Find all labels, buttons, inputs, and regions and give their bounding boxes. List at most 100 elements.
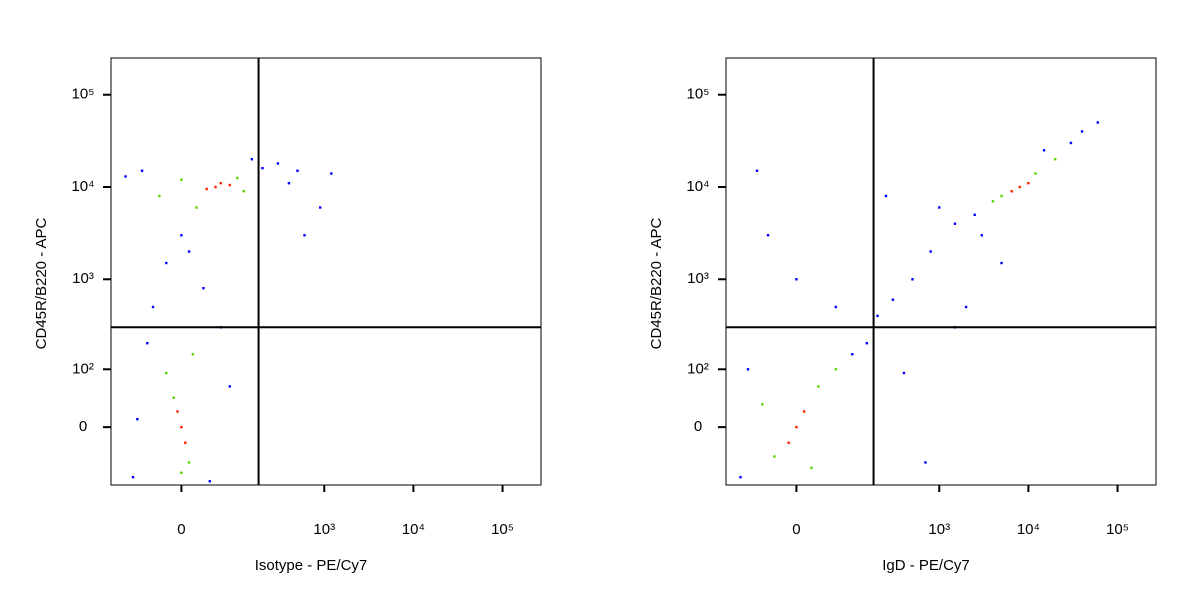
event-dot: [261, 166, 264, 170]
event-dot: [187, 250, 191, 253]
event-dot: [938, 206, 941, 209]
x-tick-label: 0: [177, 521, 185, 538]
y-tick-label: 10²: [687, 360, 709, 377]
event-dot: [924, 461, 927, 464]
event-dot: [953, 222, 957, 225]
event-dot: [1034, 172, 1037, 175]
event-dot: [865, 341, 869, 345]
event-dot: [146, 341, 149, 345]
event-dot: [991, 200, 995, 203]
y-tick-label: 10²: [72, 360, 94, 377]
event-dot: [180, 425, 183, 429]
event-dot: [165, 261, 168, 265]
y-axis-label: CD45R/B220 - APC: [648, 217, 665, 349]
x-tick-label: 10⁴: [402, 521, 425, 538]
event-dot: [884, 194, 888, 198]
event-dot: [228, 385, 231, 388]
event-dot: [236, 176, 239, 180]
event-dot: [214, 185, 217, 189]
event-dot: [1054, 158, 1057, 161]
event-dot: [287, 181, 291, 185]
event-dot: [1096, 121, 1099, 124]
event-dot: [187, 461, 191, 464]
event-dot: [202, 286, 205, 290]
event-dot: [739, 475, 742, 479]
event-dot: [795, 278, 798, 281]
event-dot: [761, 403, 764, 406]
event-dot: [929, 250, 932, 253]
event-dot: [1080, 130, 1084, 133]
event-dot: [773, 455, 776, 458]
event-dot: [180, 234, 183, 237]
y-tick-label: 10³: [687, 270, 709, 287]
event-dot: [158, 194, 161, 198]
event-dot: [195, 206, 198, 209]
event-dot: [208, 480, 211, 483]
event-dot: [795, 425, 798, 429]
event-dot: [973, 213, 976, 216]
event-dot: [176, 410, 179, 413]
event-dot: [834, 368, 837, 371]
event-dot: [180, 471, 183, 474]
event-dot: [165, 371, 168, 375]
event-dot: [250, 158, 254, 161]
event-dot: [755, 169, 759, 172]
event-dot: [276, 162, 280, 165]
event-dot: [131, 475, 135, 479]
event-dot: [787, 441, 790, 444]
x-tick-label: 10⁴: [1017, 521, 1040, 538]
y-tick-label: 10⁵: [72, 86, 95, 103]
y-axis-label: CD45R/B220 - APC: [33, 217, 50, 349]
y-tick-label: 10⁴: [686, 178, 709, 195]
event-dot: [810, 466, 813, 470]
event-dot: [817, 385, 820, 388]
event-dot: [911, 278, 914, 281]
x-tick-label: 10⁵: [491, 521, 514, 538]
event-dot: [318, 206, 322, 209]
y-tick-label: 10⁴: [71, 178, 94, 195]
event-dot: [851, 353, 854, 356]
plot-frame: [725, 57, 1157, 486]
event-dot: [891, 298, 895, 301]
event-dot: [136, 417, 139, 421]
x-axis-label: IgD - PE/Cy7: [882, 557, 970, 574]
event-dot: [766, 234, 770, 237]
event-dot: [242, 190, 245, 193]
event-dot: [1042, 149, 1046, 152]
y-tick-label: 10³: [72, 270, 94, 287]
event-dot: [1010, 190, 1013, 193]
event-dot: [746, 368, 750, 371]
event-dot: [1069, 141, 1073, 145]
event-dot: [296, 169, 299, 172]
event-dot: [1000, 194, 1003, 198]
event-dot: [151, 305, 155, 309]
event-dot: [902, 371, 906, 375]
x-tick-label: 10³: [928, 521, 950, 538]
x-tick-label: 10³: [313, 521, 335, 538]
event-dot: [1027, 181, 1030, 185]
event-dot: [219, 181, 222, 185]
event-dot: [876, 314, 879, 318]
event-dot: [330, 172, 333, 175]
x-tick-label: 0: [792, 521, 800, 538]
event-dot: [1018, 185, 1021, 189]
event-dot: [184, 441, 187, 444]
event-dot: [834, 305, 837, 309]
x-tick-label: 10⁵: [1106, 521, 1129, 538]
event-dot: [205, 187, 208, 191]
event-dot: [1000, 261, 1003, 265]
event-dot: [124, 175, 127, 178]
y-tick-label: 0: [694, 418, 702, 435]
event-dot: [964, 305, 968, 309]
event-dot: [191, 353, 195, 356]
event-dot: [140, 169, 144, 172]
y-tick-label: 0: [79, 418, 87, 435]
event-dot: [980, 234, 983, 237]
y-tick-label: 10⁵: [687, 86, 710, 103]
event-dot: [228, 183, 231, 187]
event-dot: [180, 178, 183, 181]
event-dot: [802, 410, 806, 413]
x-axis-label: Isotype - PE/Cy7: [255, 557, 368, 574]
